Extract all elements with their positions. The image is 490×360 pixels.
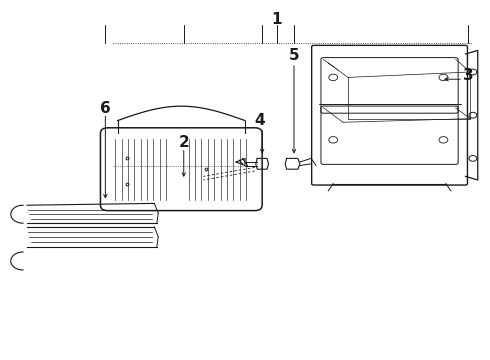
Text: 1: 1 [271,12,282,27]
Text: 2: 2 [178,135,189,150]
Text: 5: 5 [289,48,299,63]
Text: 3: 3 [463,68,473,83]
Text: 4: 4 [254,113,265,128]
Text: 6: 6 [100,100,111,116]
